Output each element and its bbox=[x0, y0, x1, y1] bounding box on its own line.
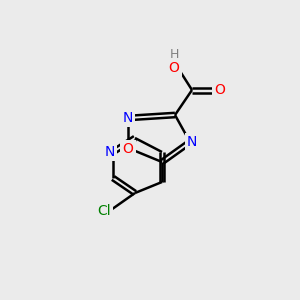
Text: N: N bbox=[187, 135, 197, 149]
Text: O: O bbox=[169, 61, 179, 75]
Text: N: N bbox=[105, 145, 115, 159]
Text: N: N bbox=[123, 111, 133, 125]
Text: H: H bbox=[169, 47, 179, 61]
Text: O: O bbox=[123, 142, 134, 156]
Text: Cl: Cl bbox=[97, 204, 111, 218]
Text: O: O bbox=[214, 83, 225, 97]
